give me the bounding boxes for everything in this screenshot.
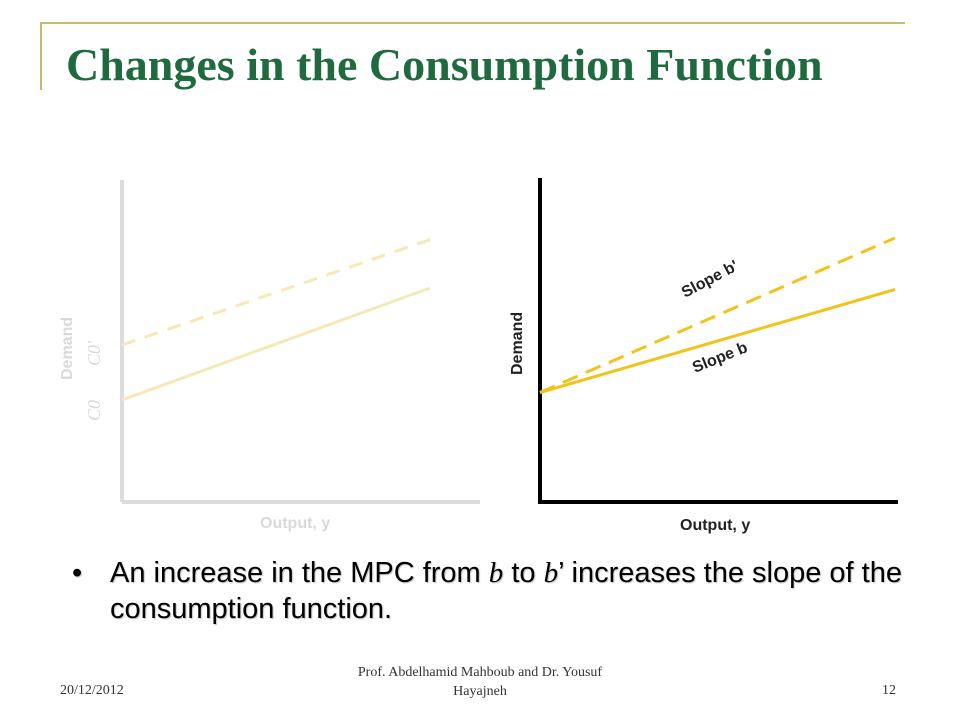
bullet-text: An increase in the MPC from b to b’ incr… <box>110 555 912 627</box>
bullet-text-part3: ’ increases the slope of the consumption… <box>110 557 902 625</box>
slope-b-prime-line <box>539 236 896 394</box>
bullet-text-part2: to <box>503 557 544 589</box>
footer-date: 20/12/2012 <box>60 683 124 698</box>
faded-y-axis-label: Demand <box>59 317 76 380</box>
footer-author: Prof. Abdelhamid Mahboub and Dr. Yousuf … <box>357 665 603 699</box>
chart-area: Demand Output, y C0' C0 Demand Output, y… <box>40 170 920 540</box>
faded-x-axis-label: Output, y <box>260 515 330 532</box>
slide-title: Changes in the Consumption Function <box>66 39 823 90</box>
slope-b-prime-annotation: Slope b' <box>679 258 741 302</box>
bullet-dot-icon: • <box>72 557 83 589</box>
main-x-axis-label: Output, y <box>680 517 750 534</box>
main-y-axis-label: Demand <box>509 312 526 375</box>
frame-top-rule <box>40 22 905 24</box>
frame-left-rule <box>40 22 42 90</box>
faded-chart: Demand Output, y C0' C0 <box>59 180 480 532</box>
bullet-b-prime-symbol: b <box>543 557 559 589</box>
faded-c0-label: C0 <box>84 400 104 421</box>
slope-b-line <box>539 288 896 394</box>
chart-svg: Demand Output, y C0' C0 Demand Output, y… <box>59 178 898 534</box>
faded-solid-line <box>121 286 431 402</box>
bullet-b-symbol: b <box>488 557 504 589</box>
faded-c0prime-label: C0' <box>84 340 104 366</box>
bullet-point: • An increase in the MPC from b to b’ in… <box>72 555 912 627</box>
faded-dashed-line <box>121 236 436 347</box>
main-chart: Demand Output, y Slope b' Slope b <box>509 178 898 534</box>
bullet-text-part1: An increase in the MPC from <box>110 557 489 589</box>
footer-page-number: 12 <box>882 683 896 698</box>
